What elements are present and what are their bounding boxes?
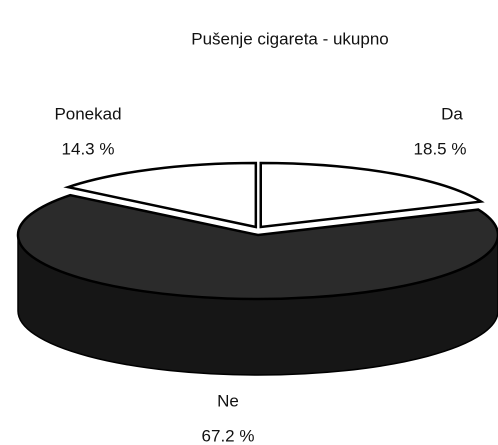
- pie-slice: [16, 193, 498, 301]
- slice-value-label: 18.5 %: [414, 139, 467, 158]
- pie-slice: [259, 161, 485, 229]
- chart-title: Pušenje cigareta - ukupno: [191, 29, 389, 48]
- slice-value-label: 14.3 %: [62, 139, 115, 158]
- slice-label: Da: [441, 104, 463, 123]
- slice-label: Ne: [217, 391, 239, 410]
- slice-label: Ponekad: [54, 104, 121, 123]
- pie-slice: [63, 161, 258, 229]
- slice-value-label: 67.2 %: [202, 426, 255, 445]
